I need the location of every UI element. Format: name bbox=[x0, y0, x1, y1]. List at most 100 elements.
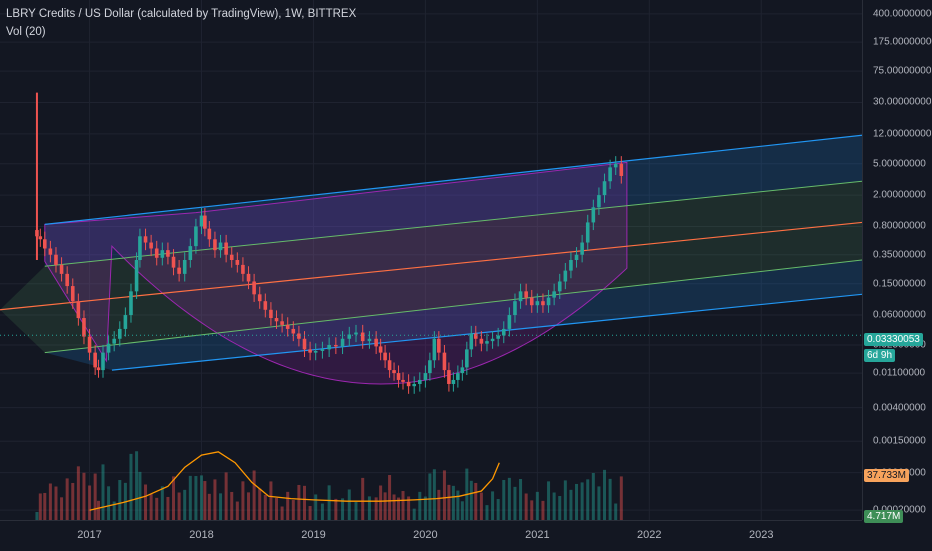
candle-body bbox=[59, 264, 64, 274]
time-tick-label: 2023 bbox=[748, 529, 774, 541]
volume-bar bbox=[586, 479, 590, 520]
candle-body bbox=[334, 344, 338, 347]
candle-body bbox=[129, 291, 133, 316]
price-chart[interactable] bbox=[0, 0, 862, 520]
volume-bar bbox=[507, 477, 511, 520]
candle-body bbox=[280, 321, 284, 325]
volume-bar bbox=[347, 489, 351, 520]
candle-body bbox=[65, 273, 69, 287]
candle-body bbox=[35, 230, 39, 237]
candle-body bbox=[447, 370, 451, 384]
volume-bar bbox=[35, 512, 39, 520]
candle-body bbox=[518, 291, 523, 302]
volume-bar bbox=[207, 493, 211, 520]
candle-body bbox=[406, 381, 411, 387]
volume-bar bbox=[460, 501, 464, 520]
volume-bar bbox=[65, 478, 69, 520]
candle-body bbox=[241, 264, 245, 274]
candle-body bbox=[524, 291, 528, 298]
candle-body bbox=[138, 236, 142, 260]
candle-body bbox=[418, 379, 422, 384]
volume-bar bbox=[496, 499, 500, 520]
price-tick-label: 0.80000000 bbox=[873, 220, 926, 232]
candle-body bbox=[378, 346, 383, 353]
last-price-badge: 0.03330053 bbox=[864, 333, 923, 346]
volume-bar bbox=[241, 481, 245, 520]
candle-body bbox=[134, 260, 139, 292]
candle-body bbox=[563, 270, 568, 282]
candle-body bbox=[428, 360, 432, 374]
volume-bar bbox=[160, 486, 164, 520]
candle-body bbox=[320, 349, 325, 351]
volume-bar bbox=[327, 485, 331, 520]
volume-bar bbox=[379, 485, 383, 520]
price-tick-label: 0.00400000 bbox=[873, 402, 926, 414]
channel-lower-line bbox=[111, 293, 862, 371]
candle-body bbox=[465, 349, 469, 368]
volume-bar bbox=[97, 500, 101, 520]
time-tick-label: 2018 bbox=[189, 529, 214, 541]
volume-bar bbox=[374, 497, 378, 520]
candle-body bbox=[479, 338, 484, 344]
candle-body bbox=[76, 301, 81, 319]
volume-bar bbox=[541, 500, 545, 520]
volume-bar bbox=[591, 472, 595, 520]
volume-bar bbox=[219, 493, 223, 520]
candle-body bbox=[460, 367, 465, 374]
candle-body bbox=[93, 352, 97, 368]
candle-body bbox=[456, 373, 460, 380]
candle-body bbox=[252, 281, 256, 295]
price-axis[interactable]: 400.00000000 175.00000000 75.00000000 30.00… bbox=[862, 0, 932, 520]
time-tick-label: 2022 bbox=[637, 529, 662, 541]
volume-bar bbox=[485, 505, 489, 520]
volume-bar bbox=[188, 475, 192, 520]
volume-bar bbox=[469, 480, 473, 520]
candle-body bbox=[602, 181, 607, 196]
volume-bar bbox=[60, 497, 64, 520]
volume-bar bbox=[118, 480, 122, 520]
candle-body bbox=[263, 301, 268, 310]
volume-bar bbox=[428, 473, 432, 520]
volume-bar bbox=[76, 466, 80, 520]
candle-body bbox=[96, 367, 101, 371]
volume-bar bbox=[149, 493, 153, 520]
candle-body bbox=[552, 291, 556, 298]
candle-body bbox=[367, 338, 372, 342]
candle-body bbox=[213, 239, 217, 251]
volume-bar bbox=[320, 503, 324, 520]
candle-body bbox=[437, 338, 441, 353]
channel-upper-line bbox=[44, 134, 862, 225]
volume-bar bbox=[535, 491, 539, 520]
price-tick-label: 0.00150000 bbox=[873, 435, 926, 447]
volume-bar bbox=[479, 492, 483, 520]
candle-body bbox=[557, 281, 562, 292]
volume-bar bbox=[474, 482, 478, 520]
volume-bar bbox=[82, 472, 86, 520]
volume-bar bbox=[334, 498, 338, 520]
candle-body bbox=[143, 236, 148, 243]
volume-bar bbox=[437, 489, 441, 520]
volume-bar bbox=[280, 506, 284, 520]
candle-body bbox=[442, 352, 447, 371]
volume-bar bbox=[224, 472, 228, 520]
volume-bar bbox=[619, 476, 623, 520]
candle-body bbox=[269, 309, 273, 319]
candle-body bbox=[297, 333, 301, 339]
volume-bar bbox=[456, 490, 460, 520]
candle-body bbox=[229, 254, 234, 260]
channel-fill-upper bbox=[44, 135, 862, 267]
candle-body bbox=[194, 226, 198, 247]
price-tick-label: 0.35000000 bbox=[873, 249, 926, 261]
candle-body bbox=[396, 373, 401, 380]
candle-body bbox=[87, 336, 92, 353]
volume-bar bbox=[177, 492, 181, 520]
volume-bar bbox=[341, 498, 345, 520]
volume-indicator-label[interactable]: Vol (20) bbox=[6, 26, 46, 38]
volume-bar bbox=[314, 494, 318, 520]
volume-bar bbox=[43, 492, 47, 520]
time-axis[interactable]: 2017 2018 2019 2020 2021 2022 2023 bbox=[0, 520, 862, 551]
candle-body bbox=[207, 228, 212, 240]
volume-bar bbox=[93, 473, 97, 520]
candle-body bbox=[387, 360, 392, 371]
volume-bar bbox=[101, 464, 105, 520]
